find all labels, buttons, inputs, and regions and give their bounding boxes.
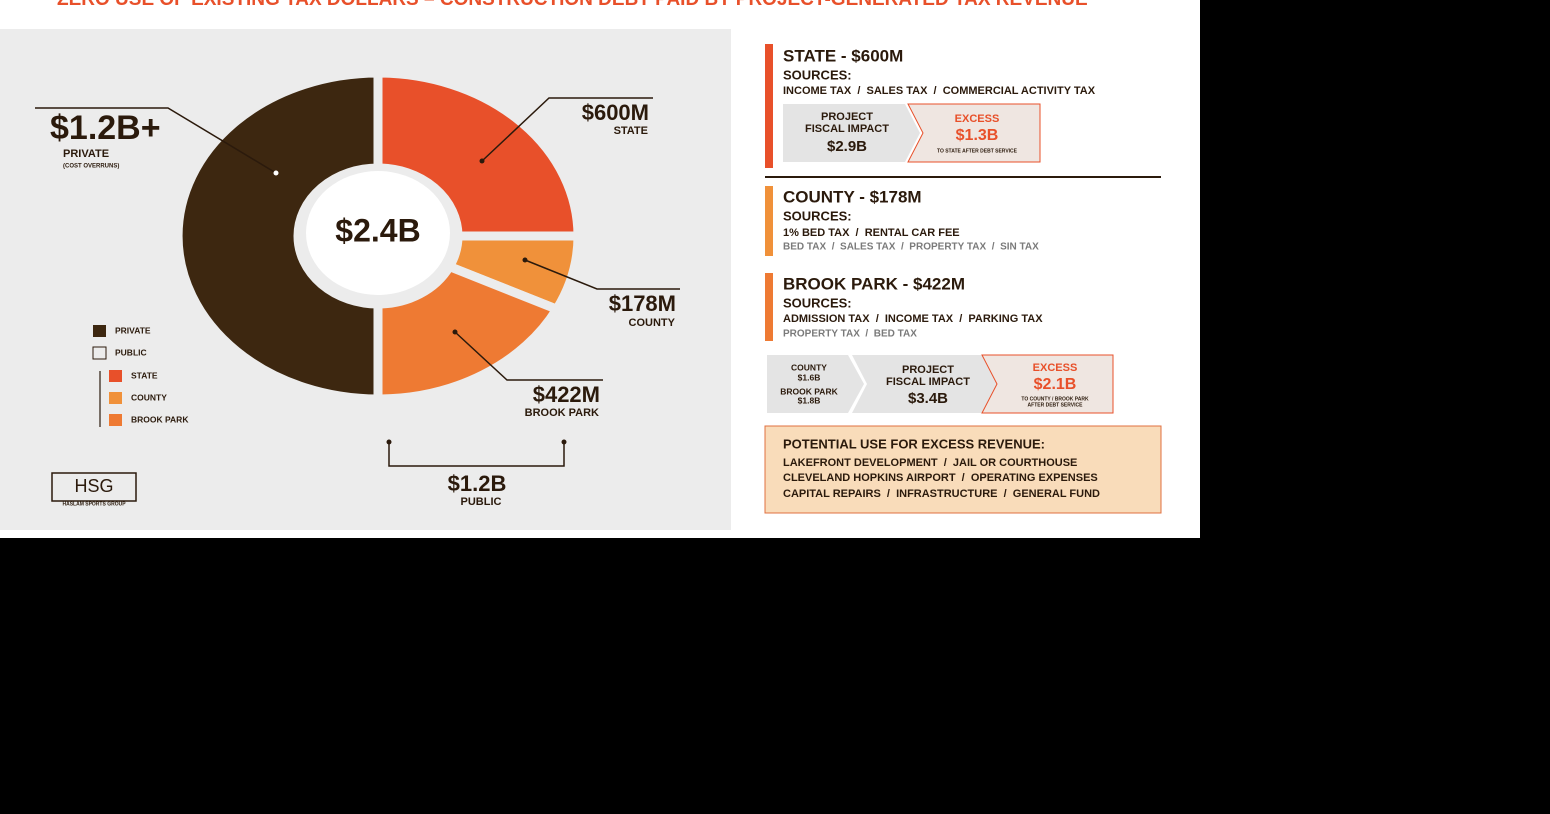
slice-category-label: COUNTY	[629, 317, 676, 329]
bracket-dot	[561, 439, 567, 445]
county-secondary: BED TAX / SALES TAX / PROPERTY TAX / SIN…	[783, 242, 1039, 253]
excess-note: AFTER DEBT SERVICE	[1028, 402, 1084, 408]
excess-box	[981, 354, 1114, 414]
public-value-label: $1.2B	[448, 471, 507, 496]
slice-value-label: $1.2B+	[50, 109, 161, 147]
public-label: PUBLIC	[461, 496, 502, 508]
potential-line: CAPITAL REPAIRS / INFRASTRUCTURE / GENER…	[783, 488, 1100, 500]
impact-box	[783, 104, 920, 162]
legend-label: COUNTY	[131, 392, 167, 402]
slice	[373, 260, 564, 404]
leader-dot	[273, 170, 279, 176]
impact-text: FISCAL IMPACT	[886, 376, 970, 388]
excess-note: TO STATE AFTER DEBT SERVICE	[937, 148, 1018, 154]
excess-text: EXCESS	[955, 113, 1000, 125]
state-title: STATE - $600M	[783, 46, 903, 65]
slice-category-label: STATE	[614, 125, 648, 137]
excess-text: EXCESS	[1033, 362, 1078, 374]
state-sources: SOURCES:	[783, 67, 852, 82]
logo-box	[51, 472, 137, 502]
legend-label: PUBLIC	[115, 347, 147, 357]
county-primary: 1% BED TAX / RENTAL CAR FEE	[783, 227, 960, 239]
leader-line	[481, 97, 653, 162]
potential-line: LAKEFRONT DEVELOPMENT / JAIL OR COURTHOU…	[783, 457, 1077, 469]
bracket-dot	[386, 439, 392, 445]
brook-park-sources: SOURCES:	[783, 295, 852, 310]
split-text: $1.8B	[798, 395, 821, 405]
leader-line	[35, 107, 277, 174]
title: ZERO USE OF EXISTING TAX DOLLARS – CONST…	[57, 0, 1088, 10]
legend-label: STATE	[131, 370, 158, 380]
leader-line	[454, 331, 603, 381]
impact-box	[852, 355, 998, 413]
leader-line	[524, 259, 680, 290]
split-text: $1.6B	[798, 372, 821, 382]
public-bracket	[388, 442, 565, 467]
slice	[173, 68, 383, 404]
donut-chart: $2.4B$1.2B+PRIVATE$600MSTATE$178MCOUNTY$…	[35, 68, 680, 508]
state-primary: INCOME TAX / SALES TAX / COMMERCIAL ACTI…	[783, 85, 1096, 97]
brook-park-primary: ADMISSION TAX / INCOME TAX / PARKING TAX	[783, 313, 1043, 325]
county-sources: SOURCES:	[783, 208, 852, 223]
state-bar	[765, 44, 773, 168]
logo-name: HASLAM SPORTS GROUP	[62, 501, 126, 507]
center-hole	[306, 171, 450, 295]
split-text: BROOK PARK	[780, 386, 838, 396]
split-text: COUNTY	[791, 362, 827, 372]
brook-park-secondary: PROPERTY TAX / BED TAX	[783, 329, 917, 340]
impact-value: $3.4B	[908, 390, 948, 407]
potential-line: CLEVELAND HOPKINS AIRPORT / OPERATING EX…	[783, 472, 1098, 484]
brook-park-title: BROOK PARK - $422M	[783, 274, 965, 293]
legend-label: PRIVATE	[115, 325, 151, 335]
leader-dot	[479, 158, 485, 164]
split-box	[767, 355, 864, 413]
infographic: ZERO USE OF EXISTING TAX DOLLARS – CONST…	[0, 0, 1200, 538]
slice	[373, 68, 583, 241]
county-bar	[765, 186, 773, 256]
slice-value-label: $600M	[582, 100, 649, 125]
excess-note: TO COUNTY / BROOK PARK	[1021, 396, 1089, 402]
leader-dot	[452, 329, 458, 335]
county-title: COUNTY - $178M	[783, 187, 922, 206]
slice-value-label: $422M	[533, 382, 600, 407]
slice-category-label: PRIVATE	[63, 148, 109, 160]
excess-value: $2.1B	[1034, 376, 1077, 393]
legend-label: BROOK PARK	[131, 414, 189, 424]
slice-category-label: BROOK PARK	[525, 407, 599, 419]
legend-swatch	[92, 346, 107, 360]
excess-box	[907, 103, 1041, 163]
impact-value: $2.9B	[827, 138, 867, 155]
legend-swatch	[109, 370, 122, 382]
center-label: $2.4B	[335, 212, 420, 248]
slice-value-label: $178M	[609, 291, 676, 316]
logo-mark: HSG	[74, 476, 113, 496]
legend-swatch	[109, 414, 122, 426]
excess-value: $1.3B	[956, 127, 999, 144]
legend-swatch	[109, 392, 122, 404]
legend-swatch	[93, 325, 106, 337]
leader-dot	[522, 257, 528, 263]
potential-box	[764, 425, 1162, 514]
annotation: (COST OVERRUNS)	[63, 164, 119, 170]
brook-park-bar	[765, 273, 773, 341]
impact-text: PROJECT	[821, 111, 873, 123]
impact-text: FISCAL IMPACT	[805, 123, 889, 135]
potential-heading: POTENTIAL USE FOR EXCESS REVENUE:	[783, 436, 1045, 451]
impact-text: PROJECT	[902, 364, 954, 376]
